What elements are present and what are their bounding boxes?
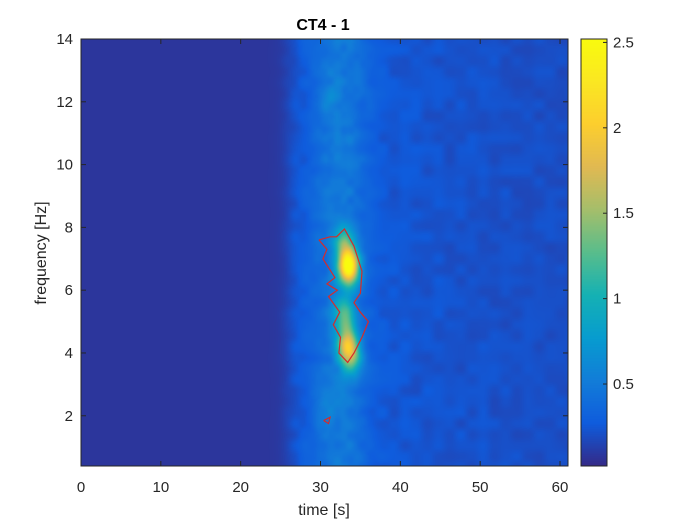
y-tick-label-0: 2 (65, 408, 73, 425)
x-tick-label-6: 60 (552, 479, 569, 496)
colorbar-frame (580, 38, 608, 467)
colorbar-ticks: 0.5 1 1.5 2 2.5 (603, 34, 634, 393)
x-tick-label-0: 0 (77, 479, 85, 496)
x-tick-label-1: 10 (152, 479, 169, 496)
contour-lines (318, 228, 370, 425)
heatmap-canvas (81, 39, 568, 466)
y-tick-label-4: 10 (56, 157, 73, 174)
colorbar-tick-label-2: 1.5 (613, 205, 634, 222)
chart-title: CT4 - 1 (296, 17, 349, 34)
heatmap-container (81, 39, 568, 466)
x-axis-label: time [s] (298, 502, 350, 519)
y-axis-label: frequency [Hz] (33, 201, 50, 304)
colorbar-tick-label-1: 1 (613, 291, 621, 308)
colorbar-tick-label-0: 0.5 (613, 376, 634, 393)
colorbar-canvas (581, 39, 607, 466)
contour-outline-0 (318, 228, 370, 364)
x-tick-label-2: 20 (232, 479, 249, 496)
y-tick-label-1: 4 (65, 345, 73, 362)
x-tick-label-4: 40 (392, 479, 409, 496)
colorbar-tick-label-3: 2 (613, 120, 621, 137)
y-tick-label-3: 8 (65, 219, 73, 236)
y-tick-label-6: 14 (56, 31, 73, 48)
y-axis-ticks: 2 4 6 8 10 12 14 (56, 31, 568, 425)
plot-frame (80, 38, 569, 467)
y-tick-label-5: 12 (56, 94, 73, 111)
colorbar-container (581, 39, 607, 466)
x-tick-label-5: 50 (472, 479, 489, 496)
x-tick-label-3: 30 (312, 479, 329, 496)
x-axis-ticks: 0 10 20 30 40 50 60 (77, 39, 569, 496)
y-tick-label-2: 6 (65, 282, 73, 299)
contour-outline-1 (323, 416, 332, 425)
colorbar-tick-label-4: 2.5 (613, 34, 634, 51)
